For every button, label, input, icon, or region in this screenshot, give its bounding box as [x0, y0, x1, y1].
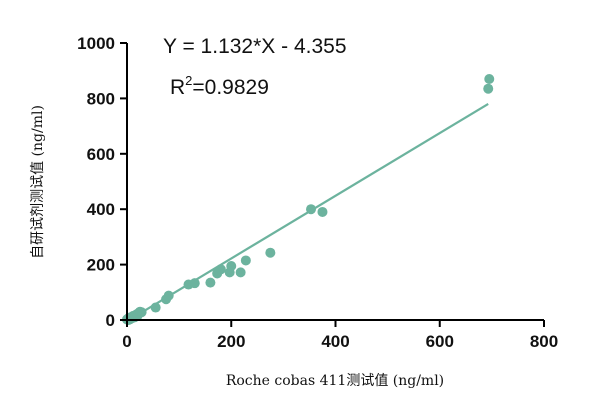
y-tick-label-4: 800 [87, 89, 115, 108]
data-point-30 [484, 74, 495, 85]
y-tick-label-2: 400 [87, 200, 115, 219]
r-squared-label: R2=0.9829 [170, 73, 269, 99]
data-point-18 [189, 278, 200, 289]
y-tick-label-3: 600 [87, 145, 115, 164]
data-point-24 [235, 267, 246, 278]
regression-equation: Y = 1.132*X - 4.355 [163, 35, 347, 58]
data-point-19 [205, 277, 216, 288]
y-tick-label-1: 200 [87, 256, 115, 275]
data-point-27 [306, 204, 317, 215]
axes: 0 200 400 600 800 1000 0 200 400 600 800 [77, 34, 558, 351]
data-point-21 [215, 264, 226, 275]
x-tick-label-4: 800 [530, 332, 558, 351]
x-axis-title: Roche cobas 411测试值 (ng/ml) [226, 373, 444, 389]
data-point-23 [226, 260, 237, 271]
x-tick-label-1: 200 [217, 332, 245, 351]
x-tick-label-0: 0 [122, 332, 131, 351]
data-point-25 [240, 255, 251, 266]
data-point-14 [150, 302, 161, 313]
x-tick-label-2: 400 [321, 332, 349, 351]
x-tick-label-3: 600 [426, 332, 454, 351]
y-tick-label-0: 0 [106, 311, 115, 330]
data-point-13 [136, 307, 147, 318]
y-tick-label-5: 1000 [77, 34, 115, 53]
data-point-29 [483, 83, 494, 94]
data-points-layer [122, 74, 495, 325]
data-point-28 [317, 206, 328, 217]
data-point-16 [163, 290, 174, 301]
data-point-26 [265, 247, 276, 258]
y-axis-title: 自研试剂测试值 (ng/ml) [30, 105, 46, 259]
